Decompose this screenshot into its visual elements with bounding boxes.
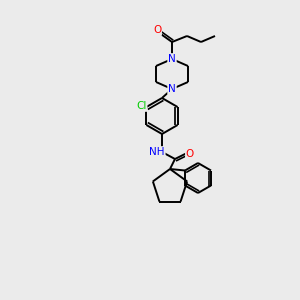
Text: O: O <box>186 149 194 159</box>
Text: O: O <box>153 25 161 35</box>
Text: N: N <box>168 54 176 64</box>
Text: NH: NH <box>149 147 165 157</box>
Text: N: N <box>168 84 176 94</box>
Text: Cl: Cl <box>136 101 147 111</box>
